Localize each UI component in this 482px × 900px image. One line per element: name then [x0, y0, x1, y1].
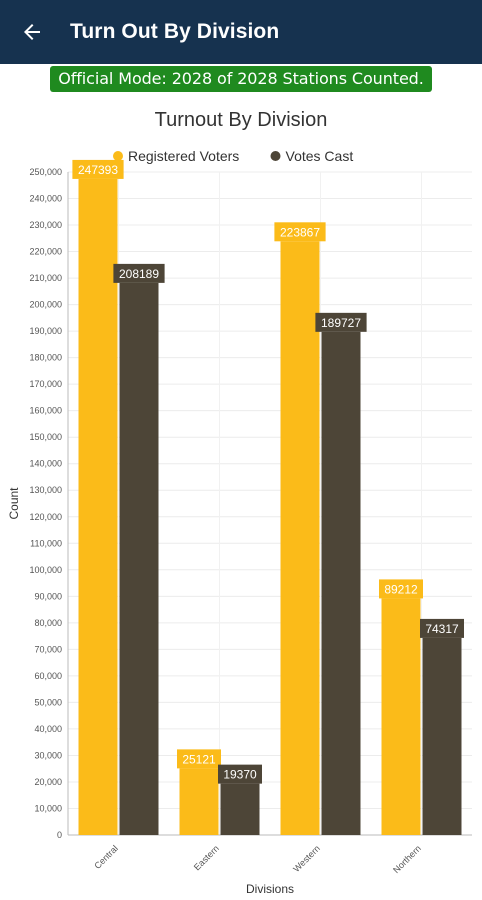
- data-label: 208189: [119, 267, 159, 281]
- data-label-bg: [274, 222, 326, 242]
- y-tick-label: 190,000: [29, 326, 62, 336]
- legend-marker-0: [113, 151, 123, 161]
- data-label: 247393: [78, 163, 118, 177]
- data-label-bg: [315, 312, 367, 332]
- arrow-left-icon: [24, 24, 40, 40]
- chart-container: Turnout By Division Registered Voters Vote…: [0, 96, 482, 900]
- x-tick-label: Eastern: [192, 843, 221, 872]
- bar-northern-1: [422, 637, 462, 835]
- bar-western-1: [321, 331, 361, 835]
- y-tick-label: 200,000: [29, 300, 62, 310]
- y-tick-label: 90,000: [34, 591, 62, 601]
- data-label: 25121: [182, 752, 216, 766]
- y-tick-label: 250,000: [29, 167, 62, 177]
- y-tick-label: 160,000: [29, 406, 62, 416]
- y-tick-label: 10,000: [34, 803, 62, 813]
- y-axis-title: Count: [7, 487, 21, 520]
- page-title: Turn Out By Division: [70, 20, 280, 43]
- y-tick-label: 0: [57, 830, 62, 840]
- y-tick-label: 180,000: [29, 353, 62, 363]
- y-tick-label: 170,000: [29, 379, 62, 389]
- back-button[interactable]: [0, 0, 64, 64]
- x-axis-title: Divisions: [246, 882, 294, 896]
- y-tick-label: 60,000: [34, 671, 62, 681]
- data-label: 89212: [384, 582, 418, 596]
- turnout-chart: Turnout By Division Registered Voters Vote…: [7, 109, 472, 896]
- bar-western-0: [280, 241, 320, 836]
- bar-eastern-1: [220, 783, 260, 835]
- app-bar: Turn Out By Division: [0, 0, 482, 64]
- data-label: 19370: [223, 768, 257, 782]
- status-badge: Official Mode: 2028 of 2028 Stations Cou…: [50, 66, 432, 92]
- y-tick-label: 240,000: [29, 194, 62, 204]
- bar-central-0: [78, 178, 118, 835]
- x-tick-label: Northern: [391, 843, 423, 875]
- data-label: 189727: [321, 316, 361, 330]
- y-tick-label: 70,000: [34, 644, 62, 654]
- status-bar: Official Mode: 2028 of 2028 Stations Cou…: [0, 64, 482, 94]
- legend-label-1: Votes Cast: [286, 148, 354, 164]
- x-tick-label: Central: [92, 843, 120, 871]
- data-label: 74317: [425, 622, 459, 636]
- legend-label-0: Registered Voters: [128, 148, 239, 164]
- y-tick-label: 50,000: [34, 697, 62, 707]
- y-tick-label: 120,000: [29, 512, 62, 522]
- data-label: 223867: [280, 225, 320, 239]
- y-tick-label: 20,000: [34, 777, 62, 787]
- data-label-bg: [379, 579, 423, 599]
- y-tick-label: 130,000: [29, 485, 62, 495]
- legend-marker-1: [270, 151, 281, 161]
- y-tick-label: 210,000: [29, 273, 62, 283]
- y-tick-label: 230,000: [29, 220, 62, 230]
- y-tick-label: 100,000: [29, 565, 62, 575]
- bar-eastern-0: [179, 768, 219, 835]
- y-tick-label: 220,000: [29, 247, 62, 257]
- data-label-bg: [420, 618, 464, 638]
- x-tick-label: Western: [291, 843, 322, 874]
- data-label-bg: [218, 764, 262, 784]
- bar-central-1: [119, 282, 159, 835]
- data-label-bg: [177, 749, 221, 769]
- data-label-bg: [72, 159, 124, 179]
- y-tick-label: 30,000: [34, 750, 62, 760]
- chart-title: Turnout By Division: [155, 109, 328, 131]
- y-tick-label: 110,000: [30, 538, 62, 548]
- y-tick-label: 150,000: [29, 432, 62, 442]
- y-tick-label: 40,000: [34, 724, 62, 734]
- y-tick-label: 140,000: [29, 459, 62, 469]
- bar-northern-0: [381, 598, 421, 835]
- data-label-bg: [113, 263, 165, 283]
- y-tick-label: 80,000: [34, 618, 62, 628]
